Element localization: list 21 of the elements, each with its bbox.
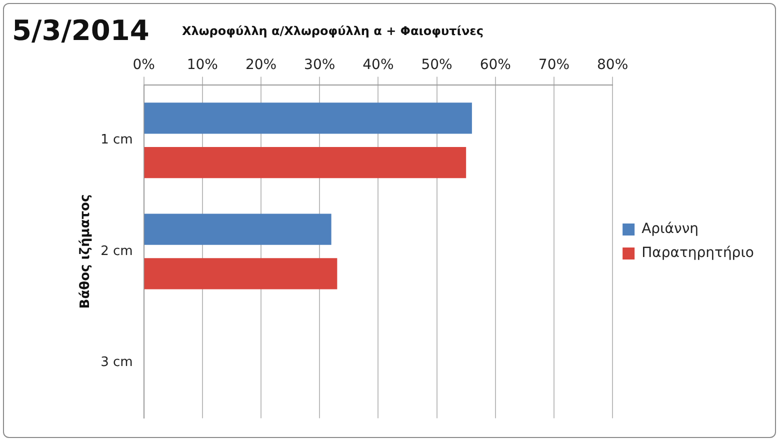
x-tick-label: 40% xyxy=(362,57,394,74)
y-tick-label: 1 cm xyxy=(100,132,133,148)
y-tick-label: 3 cm xyxy=(100,355,133,370)
legend-label: Παρατηρητήριο xyxy=(642,245,754,262)
x-tick-label: 50% xyxy=(421,57,452,74)
bar xyxy=(144,147,466,178)
x-tick-label: 0% xyxy=(132,57,155,74)
bar xyxy=(144,102,472,134)
x-tick-label: 60% xyxy=(480,57,511,74)
bar xyxy=(144,258,338,290)
x-tick-label: 80% xyxy=(597,57,628,74)
x-tick-label: 10% xyxy=(186,57,218,74)
x-tick-label: 70% xyxy=(538,57,570,74)
y-tick-label: 2 cm xyxy=(100,244,133,259)
legend-label: Αριάννη xyxy=(642,221,699,238)
x-tick-label: 20% xyxy=(245,57,277,74)
x-tick-label: 30% xyxy=(304,57,336,74)
bar xyxy=(144,214,332,245)
chart-subtitle: Χλωροφύλλη α/Χλωροφύλλη α + Φαιοφυτίνες xyxy=(182,24,484,38)
y-axis-title: Βάθος ιζήματος xyxy=(78,194,94,309)
chart-title: 5/3/2014 xyxy=(12,14,150,47)
